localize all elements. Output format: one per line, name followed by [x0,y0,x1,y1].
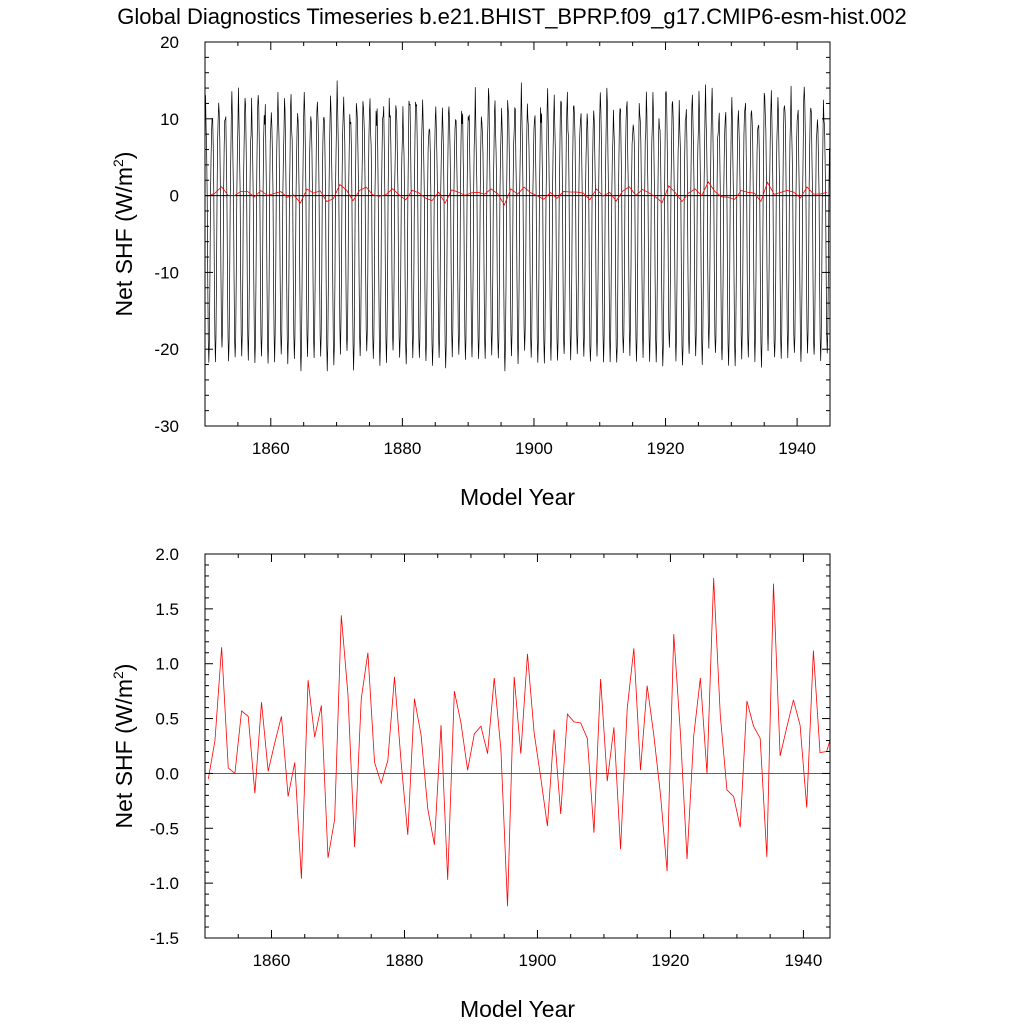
y-tick-label: 10 [160,110,179,129]
y-tick-label: -10 [154,263,179,282]
y-tick-label: -20 [154,340,179,359]
y-tick-label: -30 [154,417,179,436]
y-tick-label: 0.5 [155,710,179,729]
series-annual-line [207,578,830,907]
series-annual-line [208,181,827,206]
x-tick-label: 1920 [652,951,690,970]
x-tick-label: 1860 [253,951,291,970]
figure-title: Global Diagnostics Timeseries b.e21.BHIS… [117,4,907,29]
x-tick-label: 1920 [647,439,685,458]
y-tick-label: 20 [160,33,179,52]
x-tick-label: 1900 [519,951,557,970]
y-tick-label: -1.0 [150,874,179,893]
y-tick-label: -0.5 [150,819,179,838]
y-tick-label: 2.0 [155,545,179,564]
x-tick-label: 1940 [784,951,822,970]
y-axis-label: Net SHF (W/m2) [110,664,137,829]
x-axis-label: Model Year [460,996,575,1022]
x-tick-label: 1880 [386,951,424,970]
chart-bottom: 1860 1880 1900 1920 1940 -1.5 -1.0 -0.5 0.0 0.5 1.… [110,545,831,1022]
y-axis-label: Net SHF (W/m2) [110,152,137,317]
plot-frame [204,553,831,939]
y-tick-label: 1.0 [155,655,179,674]
x-tick-label: 1900 [515,439,553,458]
series-monthly-line [205,80,830,372]
x-tick-label: 1860 [252,439,290,458]
plot-frame [204,41,831,427]
x-axis-label: Model Year [460,484,575,510]
y-tick-label: 1.5 [155,600,179,619]
chart-top: 1860 1880 1900 1920 1940 -30 -20 -10 0 10 20 Model … [110,33,831,510]
x-tick-label: 1880 [383,439,421,458]
x-tick-label: 1940 [778,439,816,458]
y-tick-label: 0 [170,187,179,206]
y-tick-label: -1.5 [150,929,179,948]
y-tick-label: 0.0 [155,764,179,783]
